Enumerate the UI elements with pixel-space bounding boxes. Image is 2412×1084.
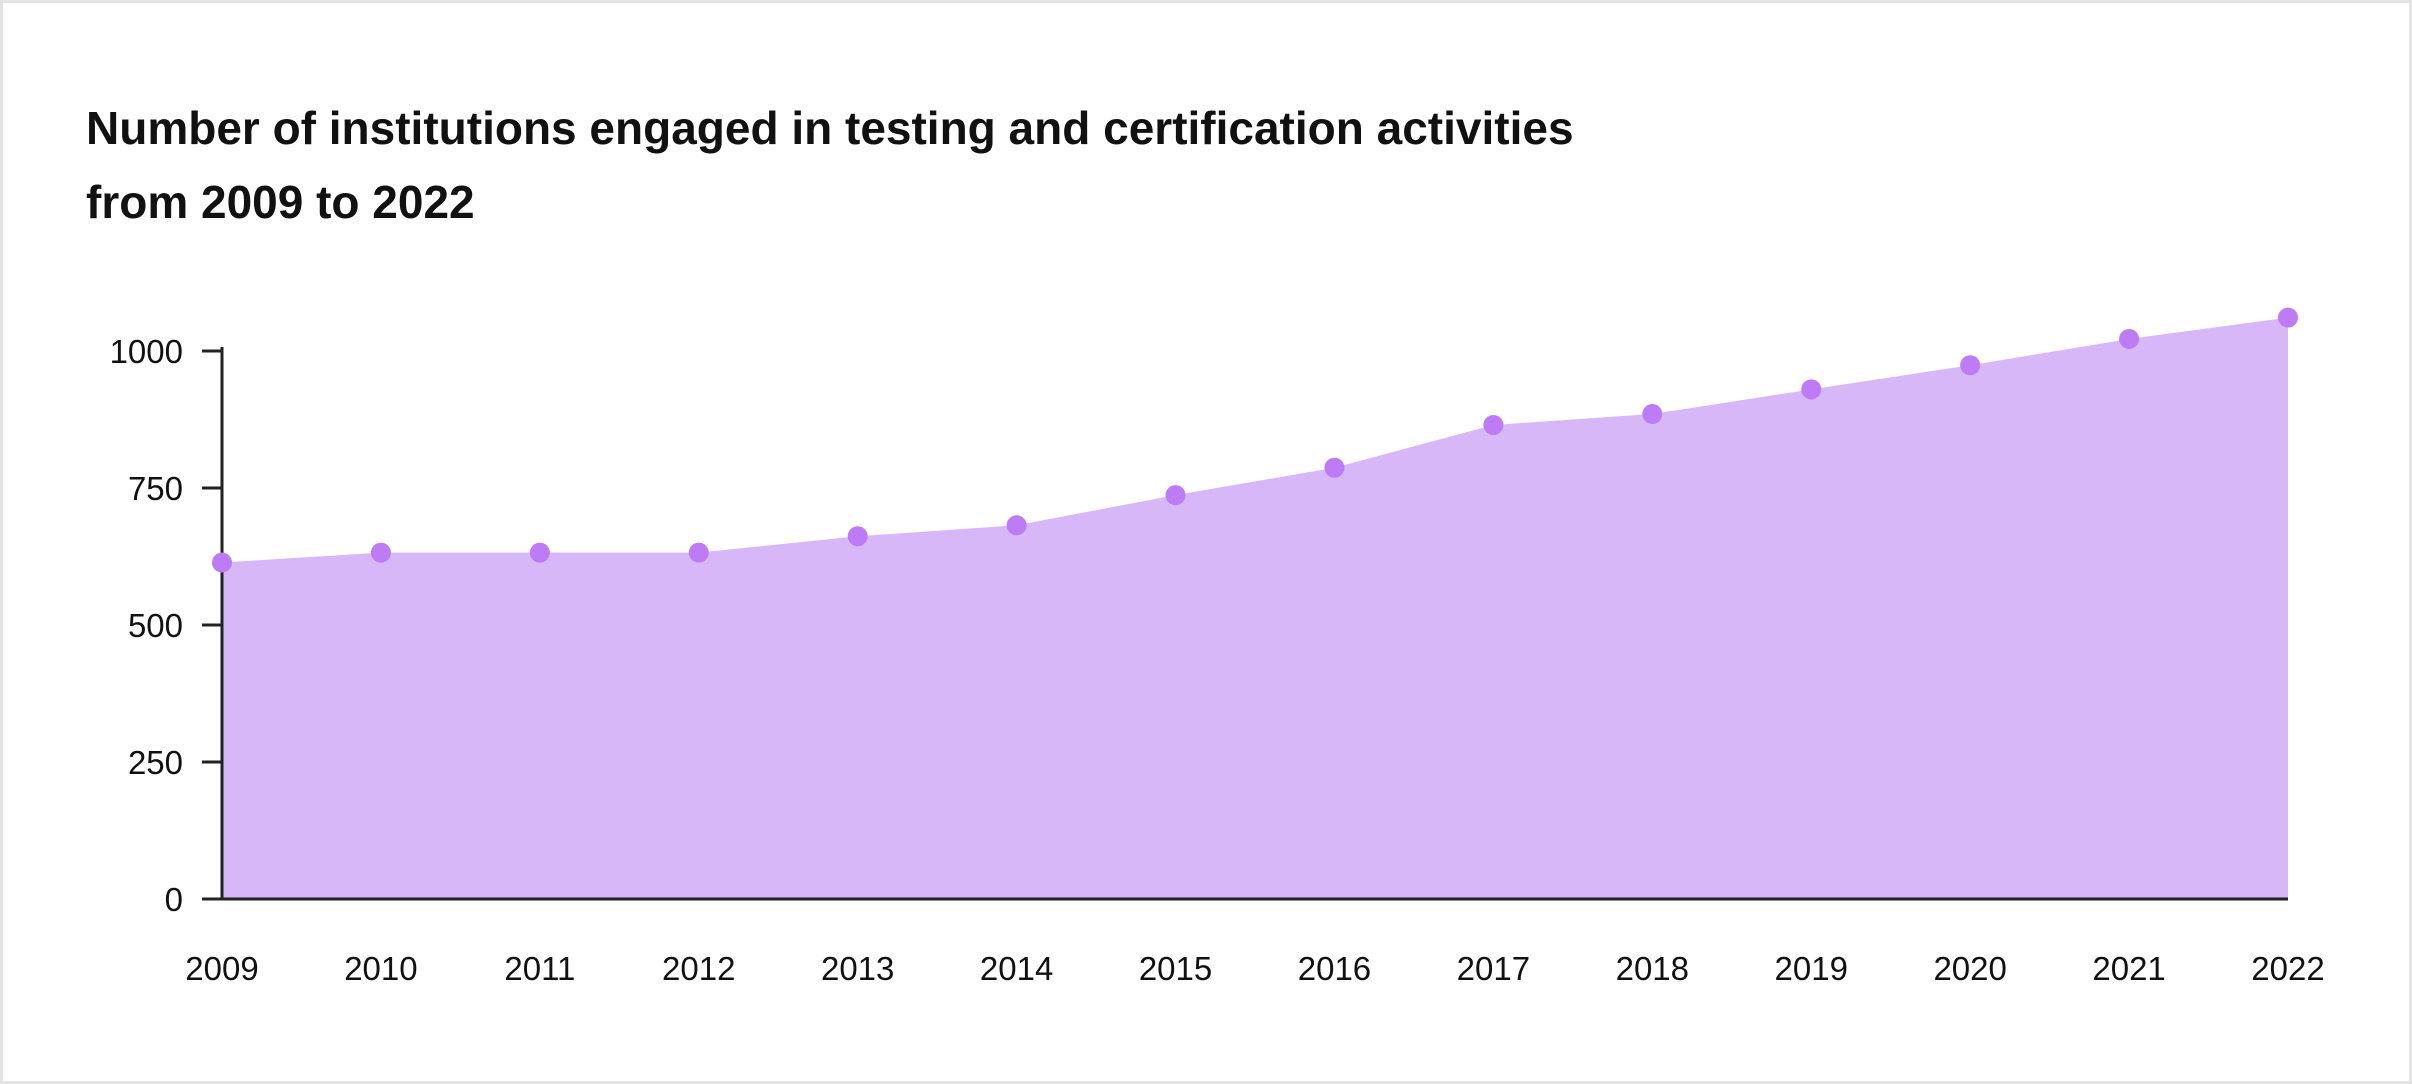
chart-title-line-2: from 2009 to 2022	[86, 176, 475, 228]
x-tick-label: 2019	[1775, 950, 1848, 987]
x-tick-label: 2017	[1457, 950, 1530, 987]
x-tick-label: 2015	[1139, 950, 1212, 987]
data-point	[370, 542, 391, 563]
data-point	[847, 526, 868, 547]
x-tick-label: 2022	[2251, 950, 2324, 987]
x-tick-label: 2020	[1933, 950, 2006, 987]
x-tick-label: 2010	[344, 950, 417, 987]
y-tick-label: 750	[128, 470, 183, 507]
area-layer	[222, 317, 2288, 899]
data-point	[1324, 457, 1345, 478]
data-point	[529, 542, 550, 563]
data-point	[212, 552, 232, 573]
axis-layer	[202, 347, 2288, 901]
data-point	[1960, 355, 1981, 376]
x-tick-label: 2012	[662, 950, 735, 987]
data-point	[1165, 485, 1186, 506]
x-tick-label: 2021	[2092, 950, 2165, 987]
x-tick-label: 2009	[185, 950, 258, 987]
x-tick-label: 2014	[980, 950, 1053, 987]
chart-title-line-1: Number of institutions engaged in testin…	[86, 102, 1574, 154]
x-tick-label: 2018	[1616, 950, 1689, 987]
tick-labels: 0 250 500 750 1000 2009 2010 2011 2012 2013 2014 20…	[110, 333, 2325, 987]
data-points	[212, 307, 2298, 573]
data-point	[1483, 414, 1504, 435]
data-point	[1801, 379, 1822, 400]
data-point	[688, 542, 709, 563]
chart-title: Number of institutions engaged in testin…	[86, 91, 1886, 239]
data-point	[1642, 404, 1663, 425]
data-point	[1006, 515, 1027, 536]
x-tick-label: 2011	[504, 950, 575, 987]
data-point	[2278, 307, 2298, 328]
y-tick-label: 0	[165, 881, 183, 918]
x-tick-label: 2016	[1298, 950, 1371, 987]
data-point	[2119, 328, 2140, 349]
x-tick-label: 2013	[821, 950, 894, 987]
y-tick-label: 250	[128, 744, 183, 781]
area-fill	[222, 317, 2288, 899]
y-tick-label: 1000	[110, 333, 183, 370]
y-tick-label: 500	[128, 607, 183, 644]
